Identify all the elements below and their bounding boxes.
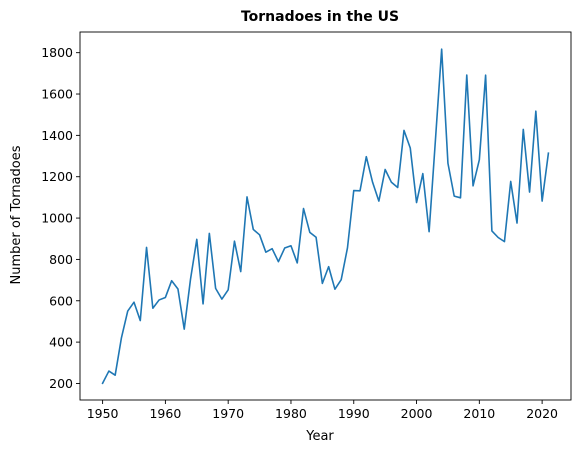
x-tick-label: 1960 (149, 406, 181, 421)
y-tick-label: 1000 (41, 211, 73, 226)
y-axis-label: Number of Tornadoes (9, 145, 24, 284)
x-tick-label: 2010 (463, 406, 495, 421)
y-tick-label: 600 (49, 293, 73, 308)
x-tick-label: 2000 (401, 406, 433, 421)
y-tick-label: 1400 (41, 128, 73, 143)
x-tick-label: 2020 (526, 406, 558, 421)
y-tick-label: 1600 (41, 87, 73, 102)
x-tick-label: 1950 (87, 406, 119, 421)
y-tick-label: 1800 (41, 45, 73, 60)
y-tick-label: 400 (49, 335, 73, 350)
plot-area: 1950 1960 1970 1980 1990 2000 2010 2020 200 400 60… (41, 31, 572, 421)
chart-title: Tornadoes in the US (241, 9, 399, 25)
x-tick-label: 1970 (212, 406, 244, 421)
x-tick-label: 1980 (275, 406, 307, 421)
y-tick-label: 800 (49, 252, 73, 267)
plot-frame (79, 31, 572, 401)
y-tick-label: 200 (49, 376, 73, 391)
y-tick-label: 1200 (41, 169, 73, 184)
x-axis-label: Year (305, 429, 334, 444)
series-line (101, 48, 550, 385)
x-tick-label: 1990 (338, 406, 370, 421)
